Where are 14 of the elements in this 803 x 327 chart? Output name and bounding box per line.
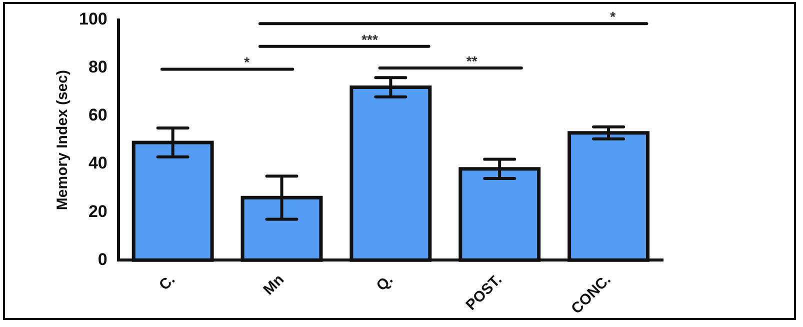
annotation: *	[244, 54, 250, 70]
x-tick-label: Mn	[260, 271, 288, 299]
y-tick-label: 40	[88, 154, 108, 173]
y-tick-label: 100	[78, 10, 108, 29]
annotation: **	[466, 52, 478, 69]
annotation: ***	[362, 31, 378, 48]
y-tick-label: 20	[88, 202, 108, 221]
y-tick-label: 60	[88, 106, 108, 125]
y-tick-label: 80	[88, 58, 108, 77]
y-axis-title: Memory Index (sec)	[54, 70, 72, 210]
x-tick-label: Q.	[373, 271, 396, 294]
y-tick-label: 0	[98, 250, 108, 269]
annotation: *	[610, 8, 616, 24]
x-tick-label: C.	[156, 271, 179, 294]
